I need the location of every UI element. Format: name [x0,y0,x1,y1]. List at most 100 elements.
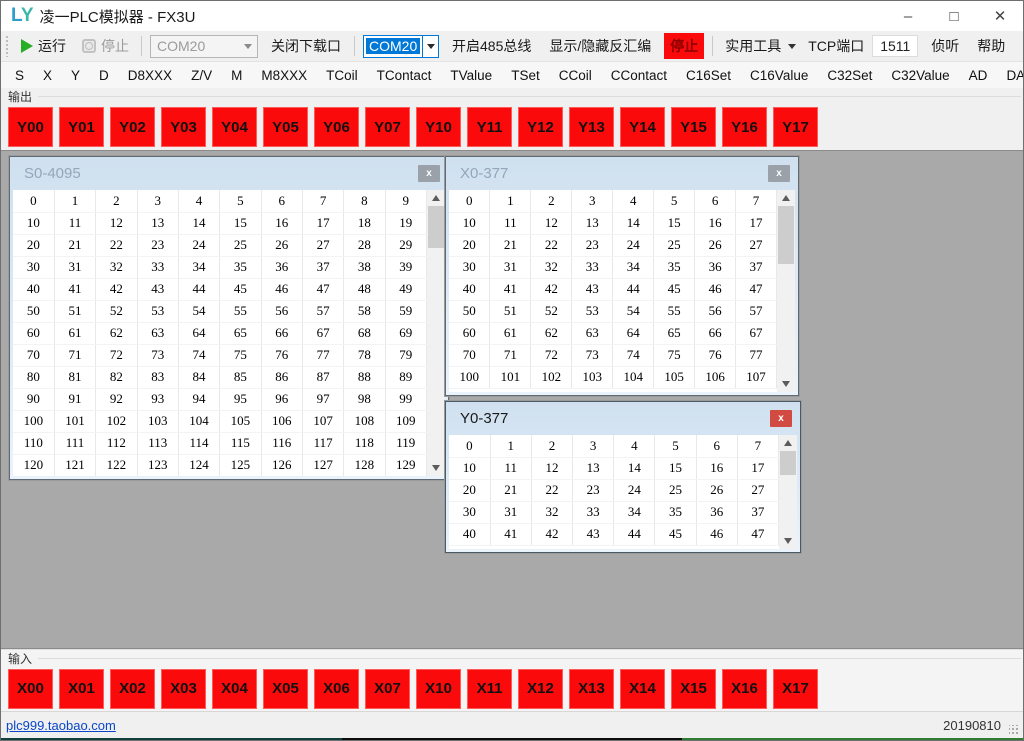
toggle-disassembly-button[interactable]: 显示/隐藏反汇编 [549,38,652,54]
grid-cell[interactable]: 8 [343,190,386,213]
grid-cell[interactable]: 6 [694,190,737,213]
grid-cell[interactable]: 24 [612,234,655,257]
grid-cell[interactable]: 116 [261,432,303,455]
grid-cell[interactable]: 104 [612,366,655,389]
device-tab-C16Value[interactable]: C16Value [750,67,809,83]
grid-cell[interactable]: 64 [612,322,655,345]
grid-cell[interactable]: 27 [737,479,779,502]
device-tab-D[interactable]: D [99,67,109,83]
io-button-Y16[interactable]: Y16 [722,107,767,147]
close-download-port-button[interactable]: 关闭下载口 [271,38,341,54]
grid-cell[interactable]: 82 [95,366,138,389]
grid-cell[interactable]: 46 [696,523,738,546]
shop-link[interactable]: plc999.taobao.com [6,717,116,733]
grid-cell[interactable]: 32 [95,256,138,279]
grid-cell[interactable]: 51 [489,300,532,323]
grid-cell[interactable]: 17 [737,457,779,480]
grid-cell[interactable]: 71 [489,344,532,367]
device-tab-X[interactable]: X [43,67,53,83]
grid-cell[interactable]: 31 [490,501,532,524]
child-titlebar[interactable]: X0-377 x [446,157,798,190]
grid-cell[interactable]: 45 [219,278,262,301]
grid-cell[interactable]: 91 [54,388,97,411]
device-tab-M8XXX[interactable]: M8XXX [261,67,308,83]
grid-cell[interactable]: 47 [735,278,777,301]
grid-cell[interactable]: 95 [219,388,262,411]
grid-cell[interactable]: 31 [489,256,532,279]
grid-cell[interactable]: 99 [385,388,427,411]
grid-cell[interactable]: 76 [694,344,737,367]
io-button-X01[interactable]: X01 [59,668,104,709]
grid-cell[interactable]: 5 [219,190,262,213]
grid-cell[interactable]: 38 [343,256,386,279]
grid-cell[interactable]: 122 [95,454,138,476]
grid-cell[interactable]: 120 [13,454,55,476]
grid-cell[interactable]: 41 [489,278,532,301]
grid-cell[interactable]: 66 [694,322,737,345]
io-button-Y04[interactable]: Y04 [212,107,257,147]
grid-cell[interactable]: 45 [654,523,697,546]
grid-cell[interactable]: 0 [449,435,491,458]
grid-cell[interactable]: 3 [571,190,614,213]
device-tab-C16Set[interactable]: C16Set [686,67,732,83]
device-tab-Y[interactable]: Y [71,67,81,83]
grid-cell[interactable]: 105 [219,410,262,433]
grid-cell[interactable]: 124 [178,454,221,476]
grid-cell[interactable]: 22 [530,234,573,257]
io-button-X00[interactable]: X00 [8,668,53,709]
grid-cell[interactable]: 70 [449,344,491,367]
scrollbar-track[interactable] [777,206,795,376]
grid-cell[interactable]: 31 [54,256,97,279]
scroll-down-icon[interactable] [777,376,795,392]
grid-cell[interactable]: 88 [343,366,386,389]
grid-cell[interactable]: 28 [343,234,386,257]
grid-cell[interactable]: 4 [178,190,221,213]
grid-cell[interactable]: 20 [449,479,491,502]
grid-cell[interactable]: 32 [531,501,574,524]
grid-cell[interactable]: 36 [261,256,303,279]
grid-cell[interactable]: 101 [54,410,97,433]
stop-red-button[interactable]: 停止 [664,33,705,59]
window-x0-377[interactable]: X0-377 x 0 1 2 3 4 5 6 7 10 11 12 13 14 15 16 17 20 21 22 2… [445,156,799,396]
grid-cell[interactable]: 3 [137,190,179,213]
grid-cell[interactable]: 73 [137,344,179,367]
grid-cell[interactable]: 74 [178,344,221,367]
grid-cell[interactable]: 63 [137,322,179,345]
grid-cell[interactable]: 72 [95,344,138,367]
grid-cell[interactable]: 60 [13,322,55,345]
grid-cell[interactable]: 37 [735,256,777,279]
grid-cell[interactable]: 27 [735,234,777,257]
scrollbar-thumb[interactable] [778,206,794,264]
grid-cell[interactable]: 50 [13,300,55,323]
grid-cell[interactable]: 42 [95,278,138,301]
close-icon[interactable]: x [768,165,790,182]
grid-cell[interactable]: 98 [343,388,386,411]
grid-cell[interactable]: 7 [302,190,345,213]
grid-cell[interactable]: 127 [302,454,345,476]
grid-cell[interactable]: 5 [654,435,697,458]
grid-cell[interactable]: 50 [449,300,491,323]
device-tab-Z/V[interactable]: Z/V [191,67,213,83]
grid-cell[interactable]: 84 [178,366,221,389]
io-button-Y05[interactable]: Y05 [263,107,308,147]
grid-cell[interactable]: 63 [571,322,614,345]
grid-cell[interactable]: 106 [261,410,303,433]
grid-cell[interactable]: 34 [613,501,656,524]
io-button-X11[interactable]: X11 [467,668,512,709]
grid-cell[interactable]: 25 [653,234,696,257]
run-button[interactable]: 运行 [17,34,70,58]
grid-cell[interactable]: 85 [219,366,262,389]
grid-cell[interactable]: 35 [219,256,262,279]
device-tab-S[interactable]: S [15,67,25,83]
device-tab-AD[interactable]: AD [968,67,988,83]
grid-cell[interactable]: 77 [302,344,345,367]
grid-cell[interactable]: 39 [385,256,427,279]
grid-cell[interactable]: 86 [261,366,303,389]
io-button-Y11[interactable]: Y11 [467,107,512,147]
scroll-down-icon[interactable] [779,533,797,549]
io-button-X12[interactable]: X12 [518,668,563,709]
grid-cell[interactable]: 64 [178,322,221,345]
child-titlebar[interactable]: S0-4095 x [10,157,448,190]
grid-cell[interactable]: 117 [302,432,345,455]
grid-cell[interactable]: 57 [735,300,777,323]
